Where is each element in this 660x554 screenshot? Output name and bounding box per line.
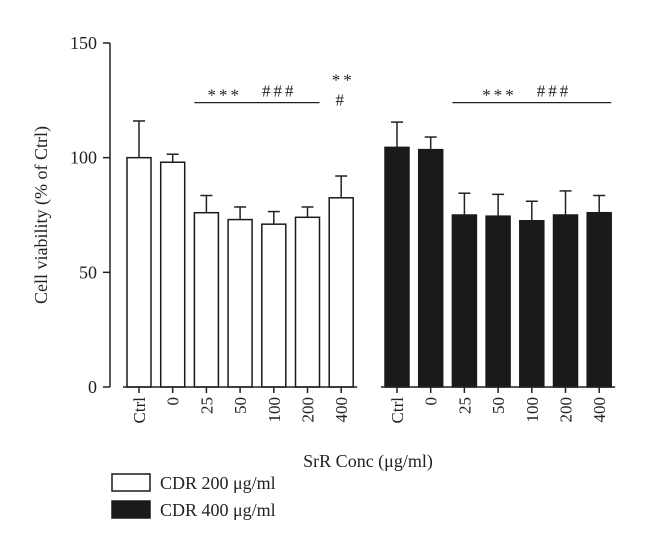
bar bbox=[193, 211, 220, 388]
x-tick-label: 400 bbox=[332, 397, 351, 423]
x-tick-label: 100 bbox=[523, 397, 542, 423]
bar bbox=[126, 156, 152, 388]
significance-hashes: ### bbox=[262, 82, 297, 101]
significance-hashes: ### bbox=[537, 82, 572, 101]
x-axis: Ctrl 0 25 50 100 200 400 Ctrl 0 25 50 100 200 400 bbox=[123, 386, 616, 424]
bar bbox=[519, 219, 545, 388]
y-axis-title: Cell viability (% of Ctrl) bbox=[31, 126, 52, 304]
bars bbox=[126, 146, 612, 388]
bar bbox=[261, 223, 287, 388]
legend: CDR 200 μg/ml CDR 400 μg/ml bbox=[111, 473, 276, 520]
x-tick-label: 0 bbox=[422, 397, 441, 406]
significance-annotations: *** ### **# *** ### bbox=[194, 70, 612, 109]
bar bbox=[552, 214, 579, 388]
legend-label-cdr400: CDR 400 μg/ml bbox=[160, 500, 276, 520]
x-tick-label: 25 bbox=[197, 397, 216, 414]
y-tick-label: 50 bbox=[79, 262, 97, 282]
significance-hashes: # bbox=[335, 90, 347, 109]
bar bbox=[294, 216, 321, 388]
bar bbox=[328, 197, 354, 388]
x-tick-label: 50 bbox=[489, 397, 508, 414]
legend-swatch-cdr400 bbox=[111, 500, 151, 519]
x-tick-label: Ctrl bbox=[130, 397, 149, 424]
x-tick-label: 200 bbox=[299, 397, 318, 423]
significance-stars: *** bbox=[207, 86, 242, 105]
y-axis: 0 50 100 150 bbox=[70, 33, 111, 397]
bar bbox=[586, 211, 612, 388]
bar bbox=[159, 161, 186, 388]
x-tick-label: 50 bbox=[231, 397, 250, 414]
x-tick-label: Ctrl bbox=[388, 397, 407, 424]
significance-stars: ** bbox=[332, 70, 355, 89]
significance-stars: *** bbox=[482, 86, 517, 105]
x-tick-label: 25 bbox=[455, 397, 474, 414]
x-axis-title: SrR Conc (μg/ml) bbox=[303, 451, 433, 472]
bar bbox=[384, 146, 410, 388]
legend-swatch-cdr200 bbox=[111, 473, 151, 492]
x-tick-label: 400 bbox=[590, 397, 609, 423]
bar bbox=[227, 218, 253, 388]
y-tick-label: 100 bbox=[70, 148, 97, 168]
error-bars bbox=[133, 120, 606, 225]
y-tick-label: 0 bbox=[88, 377, 97, 397]
x-tick-label: 100 bbox=[265, 397, 284, 423]
bar bbox=[485, 215, 511, 388]
y-tick-label: 150 bbox=[70, 33, 97, 53]
x-tick-label: 200 bbox=[557, 397, 576, 423]
bar bbox=[451, 214, 478, 388]
legend-label-cdr200: CDR 200 μg/ml bbox=[160, 473, 276, 493]
bar bbox=[417, 148, 444, 388]
x-tick-label: 0 bbox=[164, 397, 183, 406]
